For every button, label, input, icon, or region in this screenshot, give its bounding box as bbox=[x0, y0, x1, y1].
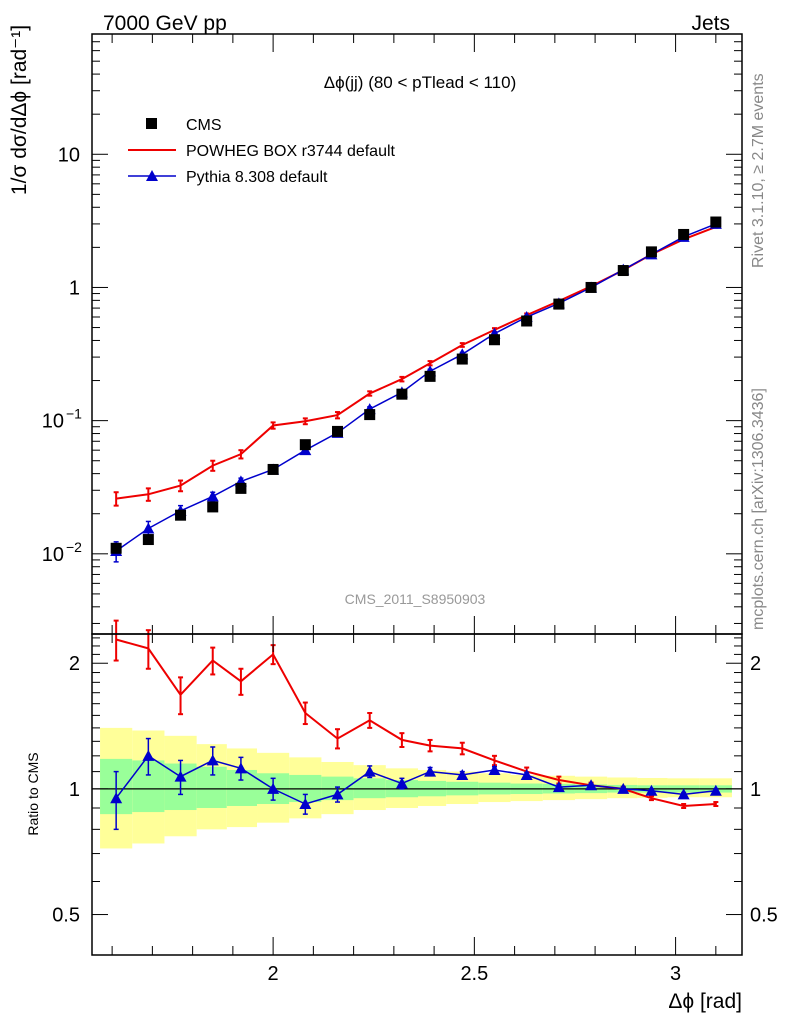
watermark: CMS_2011_S8950903 bbox=[345, 591, 486, 607]
cms-point bbox=[332, 425, 344, 437]
legend-pythia-marker bbox=[146, 170, 158, 181]
rivet-label: Rivet 3.1.10, ≥ 2.7M events bbox=[750, 73, 767, 268]
cms-point bbox=[364, 409, 376, 421]
legend-pythia-label: Pythia 8.308 default bbox=[186, 169, 328, 186]
cms-point bbox=[678, 228, 690, 240]
xtick-label: 3 bbox=[670, 963, 681, 985]
chart-title: Δϕ(jj) (80 < pTlead < 110) bbox=[324, 73, 517, 92]
ratio-frame bbox=[91, 633, 743, 956]
ratio-ylabel: Ratio to CMS bbox=[25, 752, 41, 835]
main-ytick-label: 10 bbox=[42, 544, 64, 566]
ratio-ytick-label-right: 0.5 bbox=[750, 905, 778, 927]
ratio-pythia-point bbox=[424, 765, 437, 777]
top-series-layer bbox=[110, 216, 722, 563]
cms-point bbox=[585, 281, 597, 293]
cms-point bbox=[142, 534, 154, 546]
pythia-point bbox=[206, 490, 219, 502]
ratio-ytick-label-left: 1 bbox=[69, 779, 80, 801]
ratio-pythia-point bbox=[267, 782, 280, 794]
ratio-pythia-point bbox=[488, 763, 501, 775]
ratio-ytick-label-right: 1 bbox=[750, 779, 761, 801]
pythia-point bbox=[142, 522, 155, 534]
main-ytick-label: 1 bbox=[69, 277, 80, 299]
cms-point bbox=[710, 216, 722, 228]
ratio-pythia-point bbox=[456, 768, 469, 780]
ratio-pythia-point bbox=[552, 781, 565, 793]
ratio-pythia-point bbox=[395, 777, 408, 789]
ratio-pythia-point bbox=[110, 792, 123, 804]
xlabel: Δϕ [rad] bbox=[668, 990, 742, 1013]
ratio-pythia-point bbox=[709, 784, 722, 796]
cms-point bbox=[521, 315, 533, 327]
mcplots-label: mcplots.cern.ch [arXiv:1306.3436] bbox=[750, 388, 767, 630]
legend-powheg-label: POWHEG BOX r3744 default bbox=[186, 143, 396, 160]
ratio-ytick-label-left: 2 bbox=[69, 653, 80, 675]
cms-point bbox=[456, 353, 468, 365]
main-ytick-label: 10 bbox=[58, 144, 80, 166]
xtick-label: 2.5 bbox=[460, 963, 488, 985]
legend-cms-label: CMS bbox=[186, 117, 222, 134]
main-ytick-label: 10 bbox=[42, 411, 64, 433]
ratio-pythia-point bbox=[174, 770, 187, 782]
ratio-band-inner bbox=[196, 766, 227, 808]
cms-point bbox=[488, 334, 500, 346]
cms-point bbox=[645, 246, 657, 258]
main-ytick-exponent: −1 bbox=[66, 406, 82, 422]
ratio-ytick-label-left: 0.5 bbox=[52, 905, 80, 927]
ratio-pythia-line bbox=[115, 754, 716, 805]
cms-point bbox=[207, 501, 219, 513]
legend-cms-marker bbox=[146, 118, 157, 129]
cms-point bbox=[424, 370, 436, 382]
ratio-band-layer bbox=[92, 727, 742, 849]
ratio-pythia-point bbox=[677, 788, 690, 800]
main-ylabel: 1/σ dσ/dΔϕ [rad⁻¹] bbox=[8, 25, 31, 195]
ratio-pythia-point bbox=[331, 788, 344, 800]
header-left: 7000 GeV pp bbox=[103, 12, 227, 35]
cms-point bbox=[396, 388, 408, 400]
cms-point bbox=[110, 542, 122, 554]
cms-point bbox=[299, 439, 311, 451]
ratio-pythia-point bbox=[234, 762, 247, 774]
ratio-pythia-point bbox=[617, 782, 630, 794]
ratio-pythia-point bbox=[645, 784, 658, 796]
ratio-pythia-point bbox=[299, 798, 312, 810]
ratio-pythia-point bbox=[363, 765, 376, 777]
cms-point bbox=[175, 509, 187, 521]
ratio-pythia-point bbox=[585, 779, 598, 791]
cms-point bbox=[553, 298, 565, 310]
xtick-label: 2 bbox=[268, 963, 279, 985]
cms-point bbox=[267, 463, 279, 475]
ratio-pythia-point bbox=[142, 749, 155, 761]
labels-layer: 7000 GeV pp Jets Rivet 3.1.10, ≥ 2.7M ev… bbox=[8, 12, 767, 1013]
cms-point bbox=[235, 482, 247, 494]
ratio-pythia-point bbox=[206, 754, 219, 766]
header-right: Jets bbox=[691, 12, 730, 35]
legend: CMS POWHEG BOX r3744 default Pythia 8.30… bbox=[128, 117, 396, 186]
cms-point bbox=[617, 265, 629, 277]
ratio-ytick-label-right: 2 bbox=[750, 653, 761, 675]
ratio-pythia-point bbox=[520, 768, 533, 780]
ratio-series-layer bbox=[110, 619, 722, 831]
main-ytick-exponent: −2 bbox=[66, 539, 82, 555]
ratio-band-inner bbox=[353, 778, 386, 799]
